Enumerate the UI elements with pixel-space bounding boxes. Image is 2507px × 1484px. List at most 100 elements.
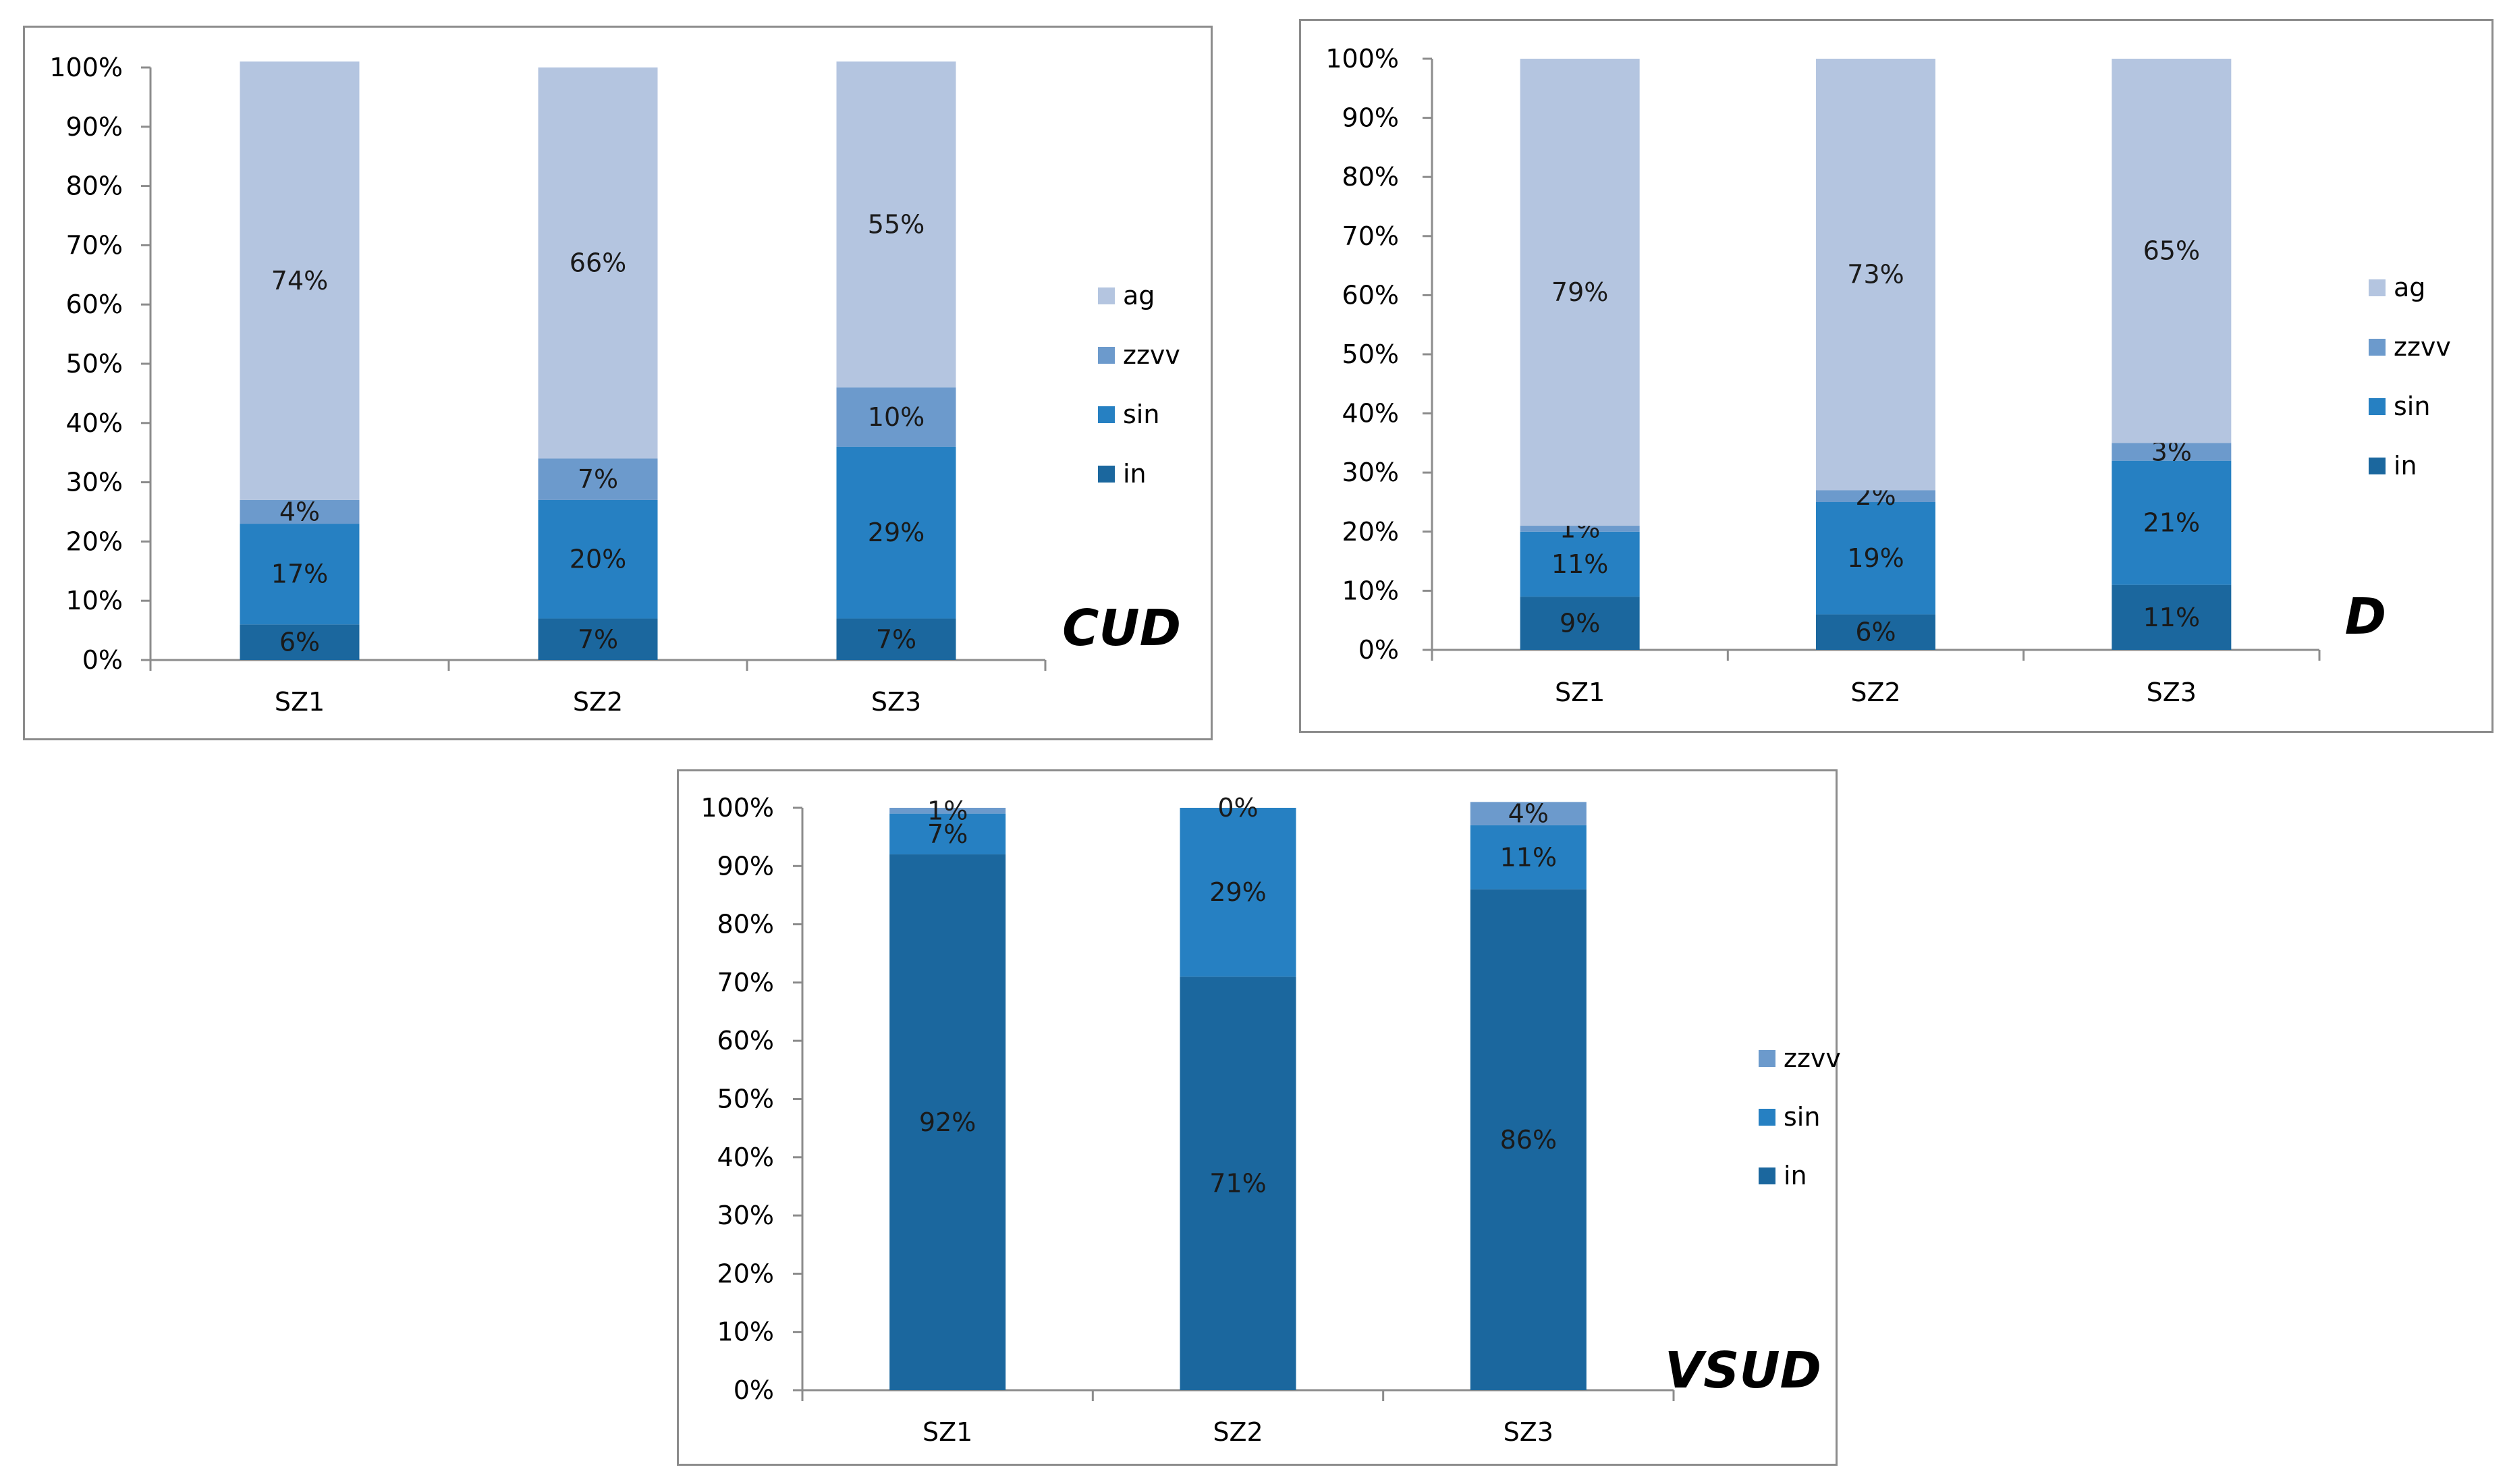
chart-panel-vsud: 0% 10% 20% 30% 40% 50% 60% 70% 80% 90% 100% SZ1 SZ2 S… <box>677 769 1841 1466</box>
y-tick-label: 60% <box>717 1026 774 1055</box>
legend-label-zzvv: zzvv <box>2394 332 2451 362</box>
chart-corner-label: D <box>2345 588 2386 646</box>
x-tick-label: SZ2 <box>1850 678 1900 707</box>
legend-swatch-in <box>2369 458 2386 474</box>
y-tick-label: 40% <box>717 1143 774 1172</box>
y-tick-label: 10% <box>66 586 123 615</box>
bar-segment-ag <box>836 61 956 388</box>
x-tick-label: SZ3 <box>871 687 921 717</box>
bar-segment-zzvv <box>240 499 360 524</box>
legend-label-in: in <box>1784 1161 1807 1190</box>
legend-label-zzvv: zzvv <box>1123 340 1180 370</box>
legend-swatch-zzvv <box>1098 347 1115 364</box>
chart-d: 0% 10% 20% 30% 40% 50% 60% 70% 80% 90% 100% SZ1 SZ2 S… <box>1325 44 2451 707</box>
chart-panel-d: 0% 10% 20% 30% 40% 50% 60% 70% 80% 90% 100% SZ1 SZ2 S… <box>1299 19 2494 733</box>
chart-panel-cud: 0% 10% 20% 30% 40% 50% 60% 70% 80% 90% 100% SZ1 SZ2 S… <box>23 26 1213 740</box>
data-label-sin: 29% <box>868 518 925 547</box>
bar-segment-sin <box>1180 808 1296 977</box>
data-label-ag: 73% <box>1847 260 1904 290</box>
legend-swatch-ag <box>2369 279 2386 296</box>
bar-segment-sin <box>538 499 658 619</box>
legend-swatch-sin <box>1759 1109 1775 1126</box>
y-tick-label: 30% <box>66 468 123 497</box>
bar-segment-sin <box>889 813 1006 855</box>
legend-swatch-sin <box>1098 406 1115 423</box>
y-tick-label: 50% <box>717 1084 774 1114</box>
data-label-in: 9% <box>1560 609 1600 638</box>
y-tick-label: 30% <box>1342 458 1399 487</box>
legend-swatch-zzvv <box>2369 339 2386 356</box>
bar-segment-in <box>889 854 1006 1390</box>
data-label-in: 7% <box>578 624 618 654</box>
legend-swatch-in <box>1759 1167 1775 1184</box>
data-label-ag: 74% <box>271 266 328 296</box>
bar-segment-ag <box>1816 59 1935 491</box>
data-label-in: 86% <box>1500 1125 1557 1155</box>
data-label-zzvv: 0% <box>1217 793 1258 823</box>
bar-segment-in <box>538 618 658 660</box>
bar-segment-zzvv <box>1470 802 1587 825</box>
data-label-ag: 66% <box>570 248 626 278</box>
chart-corner-label: CUD <box>1062 599 1181 657</box>
y-tick-label: 10% <box>717 1317 774 1347</box>
bar-segment-sin <box>240 524 360 625</box>
y-tick-label: 80% <box>66 171 123 201</box>
data-label-sin: 11% <box>1500 842 1557 872</box>
bar-segment-sin <box>1816 502 1935 615</box>
y-tick-label: 30% <box>717 1201 774 1230</box>
y-tick-label: 70% <box>66 230 123 260</box>
y-tick-label: 80% <box>1342 162 1399 192</box>
x-tick-label: SZ3 <box>2147 678 2197 707</box>
data-label-in: 92% <box>919 1107 976 1137</box>
bar-segment-in <box>240 624 360 660</box>
data-label-sin: 19% <box>1847 543 1904 573</box>
data-label-zzvv: 4% <box>279 497 320 527</box>
bar-segment-zzvv <box>836 387 956 447</box>
y-tick-label: 20% <box>717 1259 774 1288</box>
data-label-zzvv: 1% <box>927 796 968 825</box>
bar-segment-in <box>2112 584 2232 650</box>
bar-segment-in <box>1816 614 1935 650</box>
y-tick-label: 20% <box>1342 517 1399 547</box>
bar-segment-sin <box>2112 460 2232 585</box>
legend-label-sin: sin <box>1123 400 1159 429</box>
legend-swatch-sin <box>2369 398 2386 415</box>
data-label-in: 6% <box>279 628 320 657</box>
bar-segment-zzvv <box>538 458 658 500</box>
x-tick-label: SZ1 <box>275 687 325 717</box>
bar-segment-in <box>1520 597 1640 650</box>
data-label-zzvv: 10% <box>868 402 925 432</box>
y-tick-label: 40% <box>1342 399 1399 429</box>
data-label-in: 71% <box>1209 1169 1266 1199</box>
data-label-zzvv: 4% <box>1508 799 1549 829</box>
y-tick-label: 100% <box>49 53 123 82</box>
y-tick-label: 60% <box>1342 280 1399 310</box>
data-label-in: 6% <box>1855 617 1896 647</box>
bar-segment-zzvv <box>2112 443 2232 461</box>
bar-segment-in <box>1180 977 1296 1390</box>
legend-label-sin: sin <box>1784 1102 1820 1132</box>
y-tick-label: 70% <box>717 968 774 997</box>
data-label-ag: 55% <box>868 210 925 240</box>
legend-swatch-in <box>1098 466 1115 483</box>
legend-swatch-zzvv <box>1759 1050 1775 1067</box>
data-label-sin: 7% <box>927 819 968 849</box>
y-tick-label: 40% <box>66 408 123 438</box>
data-label-zzvv: 7% <box>578 464 618 494</box>
legend-label-zzvv: zzvv <box>1784 1043 1841 1073</box>
x-tick-label: SZ3 <box>1504 1417 1553 1447</box>
bar-segment-zzvv <box>889 808 1006 814</box>
bar-segment-ag <box>2112 59 2232 443</box>
data-label-in: 11% <box>2143 603 2200 632</box>
y-tick-label: 60% <box>66 290 123 319</box>
data-label-sin: 11% <box>1551 549 1608 579</box>
legend-label-in: in <box>1123 459 1147 489</box>
bar-segment-in <box>836 618 956 660</box>
bar-segment-sin <box>1520 531 1640 597</box>
y-tick-label: 0% <box>1358 635 1399 665</box>
y-tick-label: 70% <box>1342 221 1399 251</box>
y-tick-label: 10% <box>1342 576 1399 605</box>
data-label-in: 7% <box>876 624 916 654</box>
bar-segment-ag <box>240 61 360 500</box>
y-tick-label: 100% <box>1325 44 1399 74</box>
